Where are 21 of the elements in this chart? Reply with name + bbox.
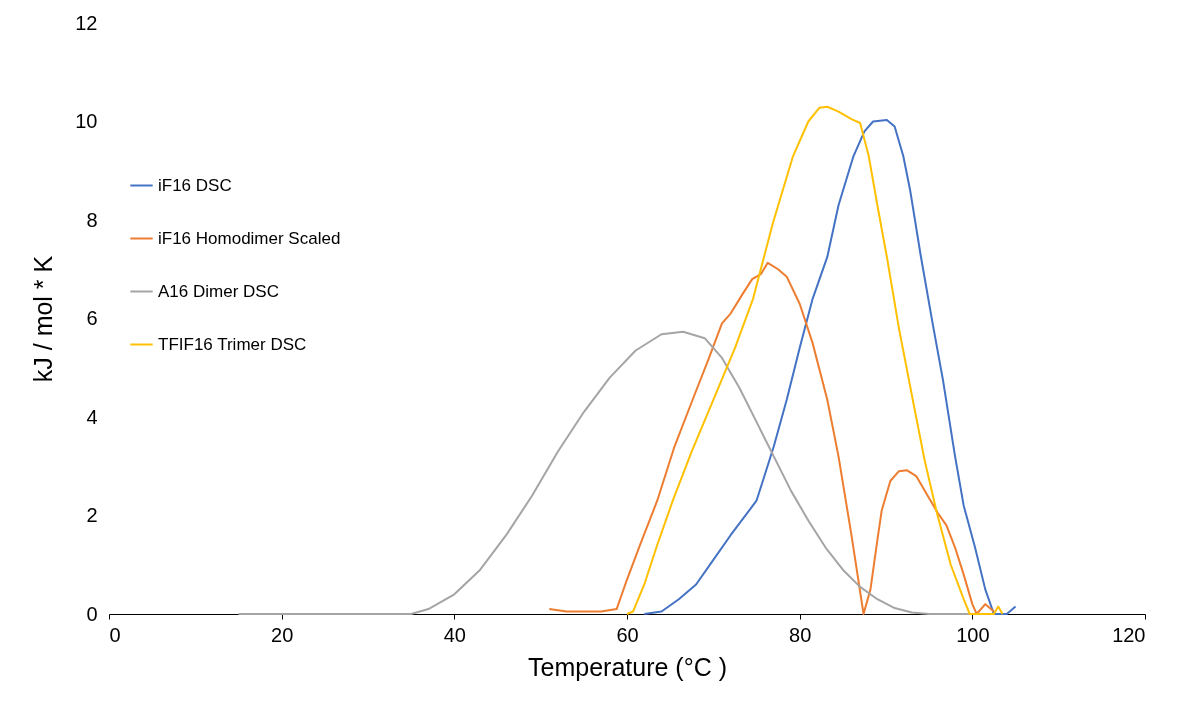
y-tick-label: 2 [86,504,98,526]
x-tick-label: 20 [271,623,294,646]
x-tick-label: 80 [789,623,812,646]
x-tick-label: 120 [1112,623,1146,646]
legend-label: A16 Dimer DSC [158,281,279,301]
x-tick-label: 40 [443,623,466,646]
x-tick-label: 60 [616,623,639,646]
y-axis-title: kJ / mol * K [29,255,58,383]
legend-label: iF16 Homodimer Scaled [158,228,341,248]
x-tick-label: 0 [109,623,121,646]
x-axis-title: Temperature (°C ) [528,652,727,681]
line-series [548,261,995,615]
y-tick-label: 10 [75,110,98,132]
legend-label: TFIF16 Trimer DSC [158,334,307,354]
y-tick-label: 8 [86,208,98,231]
legend-label: iF16 DSC [158,175,232,195]
y-tick-label: 12 [75,11,98,34]
y-tick-label: 0 [86,602,98,625]
x-tick-label: 100 [956,623,990,646]
y-tick-label: 4 [86,405,98,428]
y-tick-label: 6 [86,307,98,329]
